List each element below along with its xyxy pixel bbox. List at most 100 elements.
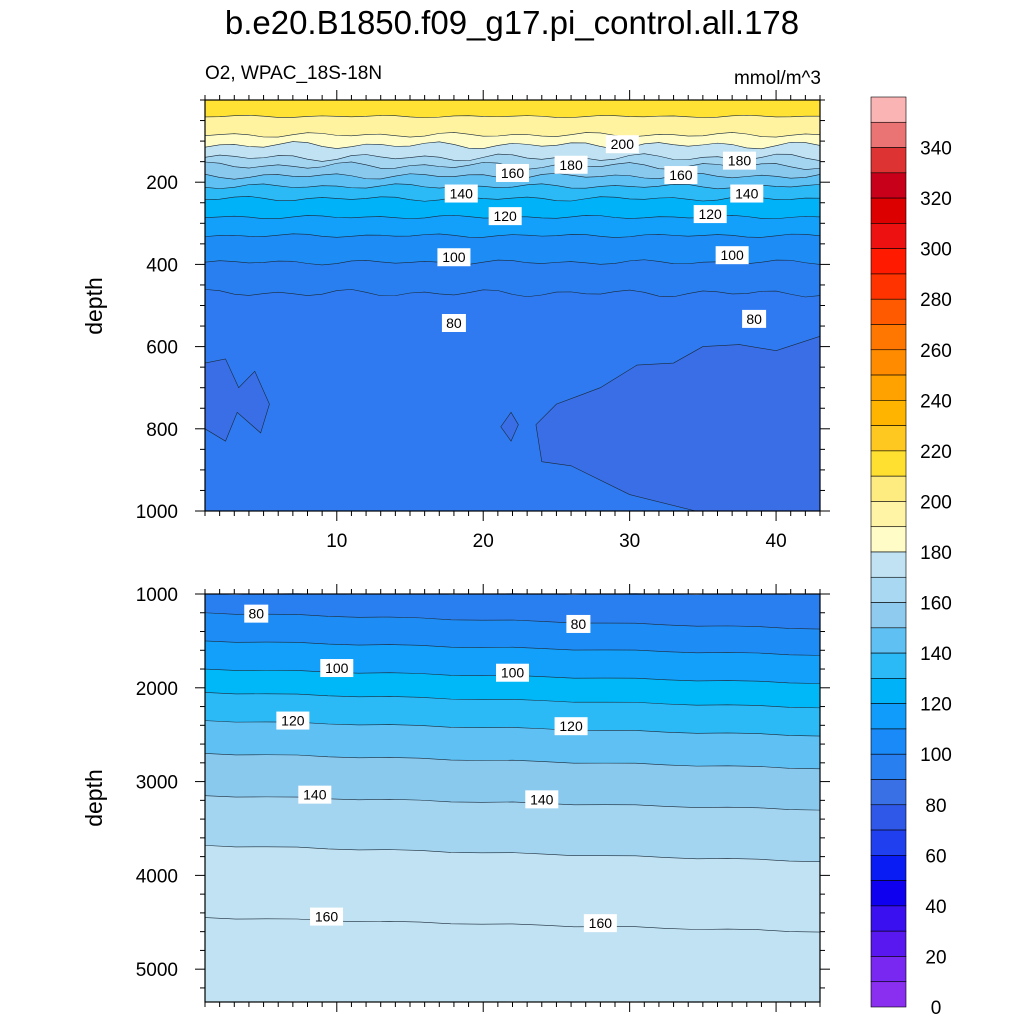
colorbar-swatch [870,956,907,983]
colorbar-swatch [870,905,907,932]
contour-line [204,153,821,162]
contour-label: 140 [530,791,554,807]
colorbar-label: 140 [920,644,952,665]
colorbar-label: 240 [920,391,952,412]
colorbar-swatch [870,728,907,755]
colorbar-swatch [870,627,907,654]
colorbar-swatch [870,855,907,881]
contour-band [205,753,820,811]
contour-label-bg [583,914,617,933]
colorbar-swatch [870,324,907,351]
chart-subtitle: O2, WPAC_18S-18N [205,63,383,84]
colorbar-label: 320 [920,189,952,210]
contour-line [204,141,821,150]
contour-label-bg [605,135,639,154]
contour-label: 160 [669,167,693,183]
colorbar-label: 20 [925,947,946,968]
contour-band [205,692,820,736]
colorbar-label: 200 [920,492,952,513]
y-axis-label: depth [81,277,107,335]
contour-label-bg [244,604,269,623]
contour-label-bg [693,205,727,224]
contour-band [205,215,820,238]
contour-label: 120 [281,713,305,729]
y-tick-label: 1000 [136,502,178,523]
colorbar-swatch [870,248,907,275]
colorbar: 3403203002802602402202001801601401201008… [870,96,952,1019]
colorbar-swatch [870,703,907,730]
y-tick-label: 2000 [136,679,178,700]
colorbar-label: 40 [925,897,946,918]
contour-label-bg [437,248,471,267]
colorbar-swatch [870,425,907,452]
contour-line [204,917,821,933]
contour-label-bg [310,907,344,926]
contour-band [205,259,820,297]
colorbar-swatch [870,172,907,199]
contour-label-bg [496,163,529,182]
contour-label-bg [742,309,767,328]
colorbar-swatch [870,349,907,376]
contour-line [204,183,821,190]
colorbar-label: 0 [931,998,942,1019]
upper-panel: 10 20 30 40 200 400 600 800 1000 depth 200 180 180 16… [81,90,830,552]
contour-line [204,753,821,770]
y-tick-label: 800 [146,420,178,441]
contour-band [205,593,820,630]
contour-label: 100 [442,249,466,265]
contour-label-bg [715,246,749,265]
colorbar-swatch [870,298,907,325]
contour-label: 100 [501,665,525,681]
x-tick-label: 10 [326,531,347,552]
colorbar-swatch [870,602,907,629]
contour-band [205,640,820,684]
contour-label: 80 [248,606,264,622]
colorbar-swatch [870,678,907,704]
colorbar-swatch [870,96,907,123]
colorbar-label: 60 [925,846,946,867]
contour-label: 160 [315,909,339,925]
colorbar-swatch [870,576,907,603]
colorbar-swatch [870,400,907,426]
contour-label-bg [730,184,764,203]
y-tick-label: 600 [146,338,178,359]
lower-panel: 1000 2000 3000 4000 5000 depth 80 80 100 100 120 12… [81,584,830,1012]
x-tick-label: 40 [766,531,787,552]
contour-label-bg [276,711,310,730]
contour-label-bg [554,155,588,174]
contour-label: 80 [446,315,462,331]
colorbar-label: 300 [920,240,952,261]
contour-label: 180 [559,157,583,173]
colorbar-swatch [870,652,907,679]
contour-label-bg [664,166,698,185]
contour-label-bg [525,790,559,809]
contour-band [205,720,820,769]
y-axis-label: depth [81,769,107,827]
contour-label-bg [441,313,466,332]
y-tick-label: 3000 [136,773,178,794]
contour-line [204,233,821,238]
contour-label: 160 [501,165,525,181]
contour-line [204,612,821,630]
contour-line [204,132,821,138]
contour-label: 120 [493,208,517,224]
colorbar-label: 180 [920,543,952,564]
colorbar-swatch [870,551,907,578]
contour-label: 80 [746,311,762,327]
colorbar-swatch [870,197,907,224]
x-tick-label: 30 [619,531,640,552]
colorbar-label: 340 [920,139,952,160]
y-tick-label: 200 [146,173,178,194]
y-tick-label: 4000 [136,866,178,887]
contour-label-bg [488,207,522,226]
contour-label-bg [566,614,591,633]
contour-line [204,845,821,863]
units-label: mmol/m^3 [733,68,821,89]
contour-band [205,845,820,933]
contour-band [205,669,820,708]
colorbar-label: 80 [925,796,946,817]
colorbar-swatch [870,930,907,957]
contour-label-bg [722,151,756,170]
colorbar-swatch [870,753,907,780]
colorbar-swatch [870,273,907,300]
